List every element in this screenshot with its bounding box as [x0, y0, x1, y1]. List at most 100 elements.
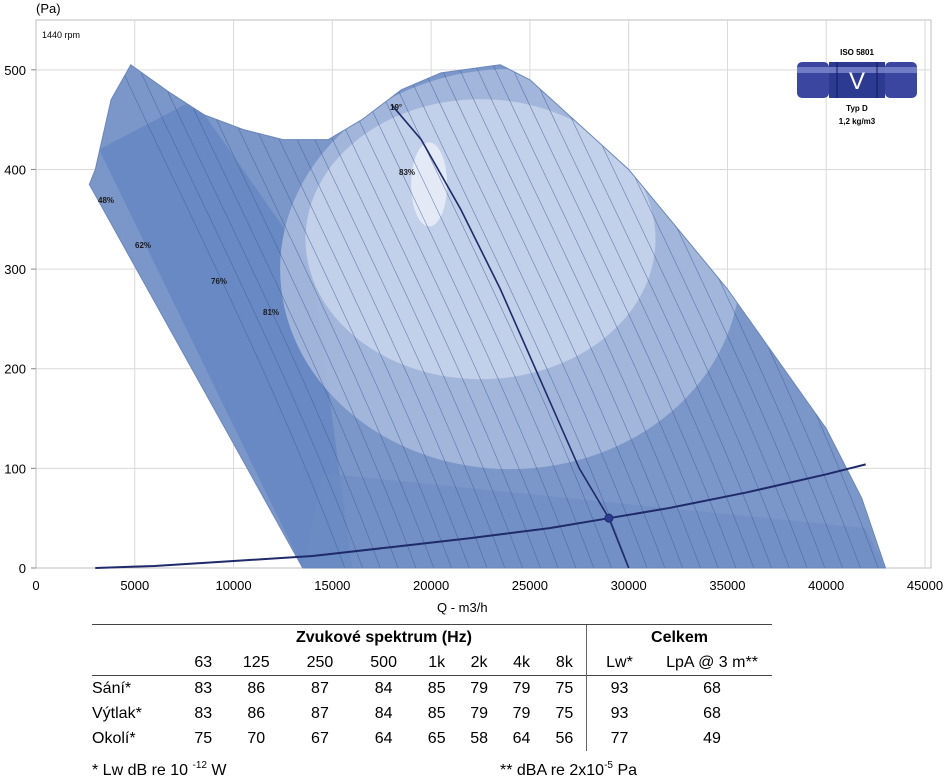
system-curve: [95, 463, 866, 569]
low-efficiency-zone: [99, 99, 353, 568]
efficiency-label-81: 81%: [263, 308, 279, 317]
table-cell: 70: [247, 729, 266, 747]
performance-envelope: [88, 64, 887, 569]
dba-footnote: ** dBA re 2x10-5 Pa: [500, 760, 637, 780]
blade-angle-curve: [397, 64, 655, 569]
table-cell: 83: [182, 675, 225, 701]
badge-title: ISO 5801: [840, 48, 874, 57]
x-tick-label: 35000: [709, 578, 745, 593]
x-tick-label: 25000: [512, 578, 548, 593]
table-cell: 64: [374, 729, 393, 747]
row-label: Okolí*: [92, 729, 136, 747]
table-cell: 85: [427, 704, 446, 722]
y-tick-label: 200: [4, 362, 26, 377]
y-tick-label: 100: [4, 461, 26, 476]
table-cell: 84: [351, 675, 416, 701]
band-8k: 8k: [555, 653, 573, 671]
lpa-header: LpA @ 3 m**: [666, 653, 758, 671]
lw-footnote-text: * Lw dB re 10: [92, 762, 189, 779]
band-row: 63 125 250 500 1k 2k 4k 8k Lw* LpA @ 3 m…: [92, 650, 772, 676]
dba-footnote-exponent: -5: [604, 760, 613, 771]
table-cell: 85: [415, 675, 458, 701]
table-corner: [92, 624, 182, 650]
band-1k: 1k: [428, 653, 446, 671]
lpa-cell: 68: [652, 675, 772, 701]
x-axis-label: Q - m3/h: [437, 600, 488, 615]
x-tick-label: 45000: [907, 578, 943, 593]
lpa-cell: 68: [703, 704, 721, 722]
efficiency-label-76: 76%: [211, 277, 227, 286]
table-cell: 83: [194, 704, 213, 722]
sound-spectrum-title: Zvukové spektrum (Hz): [182, 624, 587, 650]
badge-symbol: V: [849, 68, 865, 95]
lpa-cell: 49: [703, 729, 721, 747]
y-tick-label: 300: [4, 262, 26, 277]
efficiency-label-83: 83%: [399, 168, 415, 177]
footnotes: * Lw dB re 10 -12 W ** dBA re 2x10-5 Pa: [92, 758, 772, 782]
lw-footnote: * Lw dB re 10 -12 W: [92, 760, 227, 780]
band-250: 250: [306, 653, 334, 671]
lw-header: Lw*: [586, 650, 652, 676]
row-label: Sání*: [92, 675, 182, 701]
band-500: 500: [370, 653, 397, 671]
efficiency-zone-81: [305, 99, 656, 380]
efficiency-label-62: 62%: [135, 241, 151, 250]
table-cell: 75: [194, 729, 213, 747]
table-cell: 86: [247, 704, 266, 722]
x-tick-label: 15000: [314, 578, 350, 593]
fan-performance-chart: 0 5000 10000 15000 20000 25000 30000 35000 40000…: [4, 1, 943, 615]
table-cell: 79: [512, 704, 531, 722]
table-cell: 79: [457, 675, 501, 701]
band-125: 125: [242, 653, 270, 671]
speed-label: 1440 rpm: [42, 30, 80, 40]
blade-angle-curve: [486, 64, 744, 569]
x-tick-label: 20000: [413, 578, 449, 593]
fan-curve-19deg: [390, 104, 630, 569]
table-cell: 67: [311, 729, 329, 747]
blade-angle-curve: [415, 64, 673, 569]
table-header-row: Zvukové spektrum (Hz) Celkem: [92, 624, 772, 650]
lw-footnote-unit: W: [211, 762, 227, 779]
dba-footnote-text: ** dBA re 2x10: [500, 762, 605, 779]
table-cell: 56: [555, 729, 574, 747]
table-cell: 64: [512, 729, 531, 747]
y-tick-label: 500: [4, 63, 26, 78]
table-cell: 87: [288, 675, 352, 701]
y-tick-label: 400: [4, 162, 26, 177]
x-tick-label: 30000: [611, 578, 647, 593]
total-title: Celkem: [586, 624, 772, 650]
envelope-outline: [88, 64, 887, 569]
y-axis-label: (Pa): [36, 1, 61, 16]
lw-footnote-exponent: -12: [192, 760, 207, 771]
table-cell: 65: [427, 729, 446, 747]
table-row: Sání* 83 86 87 84 85 79 79 75 93 68: [92, 675, 772, 701]
band-63: 63: [194, 653, 213, 671]
badge-pipe-highlight: [797, 67, 917, 73]
row-label: Výtlak*: [92, 704, 142, 722]
efficiency-zone-83: [411, 142, 448, 227]
blade-angle-curve: [95, 64, 353, 569]
x-tick-label: 40000: [808, 578, 844, 593]
badge-density: 1,2 kg/m3: [839, 117, 876, 126]
sound-spectrum-table: Zvukové spektrum (Hz) Celkem 63 125 250 …: [92, 624, 772, 751]
blade-angle-curve: [432, 64, 691, 569]
efficiency-label-48: 48%: [98, 196, 114, 205]
iso-badge: ISO 5801 V Typ D 1,2 kg/m3: [797, 48, 917, 126]
table-cell: 75: [555, 704, 574, 722]
lw-cell: 77: [586, 726, 652, 751]
table-cell: 79: [470, 704, 489, 722]
dba-footnote-unit: Pa: [617, 762, 638, 779]
table-cell: 87: [311, 704, 329, 722]
blade-angle-curve: [468, 64, 726, 569]
x-tick-label: 10000: [215, 578, 251, 593]
table-cell: 79: [500, 675, 543, 701]
x-tick-label: 0: [32, 578, 39, 593]
band-corner: [92, 650, 182, 676]
y-tick-label: 0: [19, 561, 26, 576]
blade-angle-curve: [112, 64, 371, 569]
lw-cell: 93: [586, 675, 652, 701]
blade-angle-curve: [450, 64, 708, 569]
operating-point: [604, 513, 614, 523]
table-cell: 75: [542, 675, 587, 701]
table-cell: 86: [224, 675, 289, 701]
